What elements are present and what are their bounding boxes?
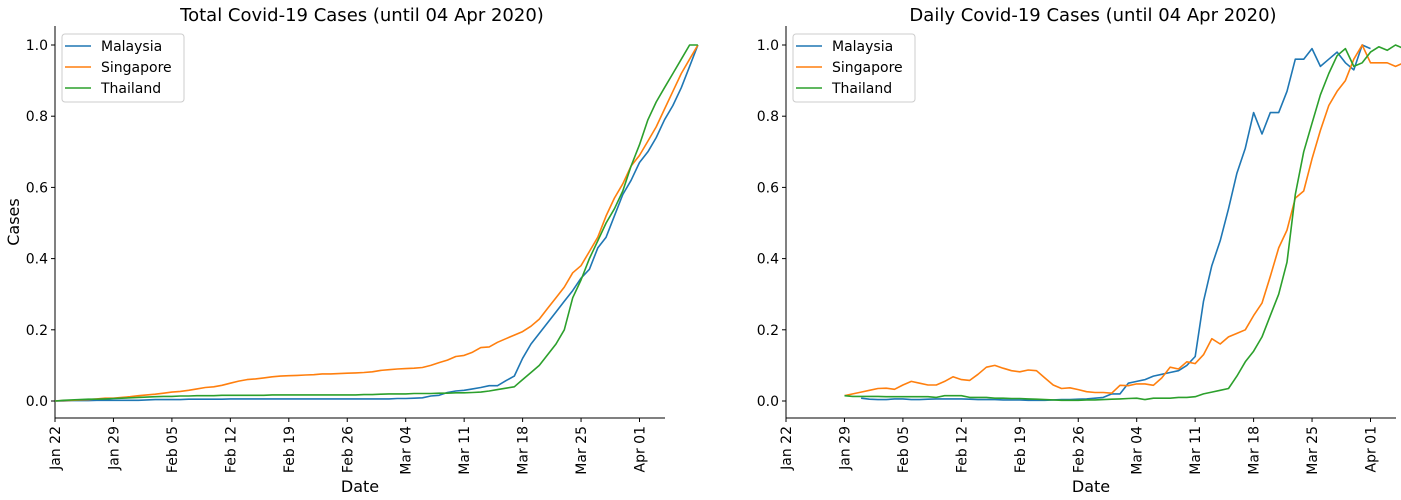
legend-box xyxy=(792,33,916,103)
series-lines xyxy=(844,44,1401,402)
x-tick-label: Feb 26 xyxy=(340,426,356,473)
x-tick-label: Mar 25 xyxy=(1305,426,1321,475)
legend-label: Thailand xyxy=(100,81,161,97)
y-tick-label: 1.0 xyxy=(26,38,48,54)
series-line-thailand xyxy=(844,44,1401,402)
y-tick-label: 0.6 xyxy=(26,180,48,196)
series-line-singapore xyxy=(844,44,1401,397)
x-tick-label: Mar 11 xyxy=(457,426,473,475)
x-tick-label: Mar 18 xyxy=(516,426,532,475)
x-tick-label: Mar 11 xyxy=(1188,426,1204,475)
x-tick-label: Mar 18 xyxy=(1247,426,1263,475)
y-tick-label: 0.4 xyxy=(26,252,48,268)
x-tick-label: Feb 05 xyxy=(165,426,181,473)
x-tick-label: Mar 25 xyxy=(574,426,590,475)
y-tick-label: 0.6 xyxy=(757,180,779,196)
y-tick-label: 1.0 xyxy=(757,38,779,54)
x-tick-label: Jan 29 xyxy=(106,426,122,471)
legend: Malaysia Singapore Thailand xyxy=(792,33,916,103)
y-tick-label: 0.4 xyxy=(757,252,779,268)
y-tick-label: 0.8 xyxy=(26,109,48,125)
x-axis-label: Date xyxy=(1072,477,1110,496)
series-line-singapore xyxy=(54,44,699,402)
y-ticks: 0.0 0.2 0.4 0.6 0.8 1.0 xyxy=(26,38,55,410)
x-axis-label: Date xyxy=(341,477,379,496)
total-cases-panel: Total Covid-19 Cases (until 04 Apr 2020)… xyxy=(4,5,699,496)
legend: Malaysia Singapore Thailand xyxy=(61,33,185,103)
legend-label: Singapore xyxy=(101,60,172,76)
series-line-thailand xyxy=(54,44,698,402)
x-ticks: Jan 22 Jan 29 Feb 05 Feb 12 Feb 19 Feb 26 Mar … xyxy=(48,418,649,475)
x-tick-label: Jan 29 xyxy=(837,426,853,471)
x-tick-label: Feb 05 xyxy=(896,426,912,473)
series-line-malaysia xyxy=(861,44,1371,402)
x-tick-label: Feb 26 xyxy=(1071,426,1087,473)
y-tick-label: 0.0 xyxy=(26,394,48,410)
legend-label: Thailand xyxy=(831,81,892,97)
y-tick-label: 0.8 xyxy=(757,109,779,125)
y-tick-label: 0.2 xyxy=(26,323,48,339)
legend-label: Malaysia xyxy=(101,39,162,55)
daily-cases-panel: Daily Covid-19 Cases (until 04 Apr 2020)… xyxy=(757,5,1401,496)
x-tick-label: Feb 19 xyxy=(1013,426,1029,473)
series-line-malaysia xyxy=(55,44,699,402)
y-ticks: 0.0 0.2 0.4 0.6 0.8 1.0 xyxy=(757,38,786,410)
series-lines xyxy=(54,44,699,402)
legend-box xyxy=(61,33,185,103)
x-tick-label: Apr 01 xyxy=(1364,426,1380,472)
legend-label: Malaysia xyxy=(832,39,893,55)
x-tick-label: Feb 19 xyxy=(282,426,298,473)
x-tick-label: Jan 22 xyxy=(48,426,64,471)
x-tick-label: Mar 04 xyxy=(1130,426,1146,475)
x-ticks: Jan 22 Jan 29 Feb 05 Feb 12 Feb 19 Feb 26 Mar … xyxy=(779,418,1380,475)
x-tick-label: Mar 04 xyxy=(399,426,415,475)
chart-title: Daily Covid-19 Cases (until 04 Apr 2020) xyxy=(909,5,1276,26)
legend-label: Singapore xyxy=(832,60,903,76)
x-tick-label: Jan 22 xyxy=(779,426,795,471)
chart-title: Total Covid-19 Cases (until 04 Apr 2020) xyxy=(179,5,544,26)
x-tick-label: Apr 01 xyxy=(633,426,649,472)
y-axis-label: Cases xyxy=(4,198,23,246)
x-tick-label: Feb 12 xyxy=(954,426,970,473)
y-tick-label: 0.2 xyxy=(757,323,779,339)
y-tick-label: 0.0 xyxy=(757,394,779,410)
x-tick-label: Feb 12 xyxy=(223,426,239,473)
